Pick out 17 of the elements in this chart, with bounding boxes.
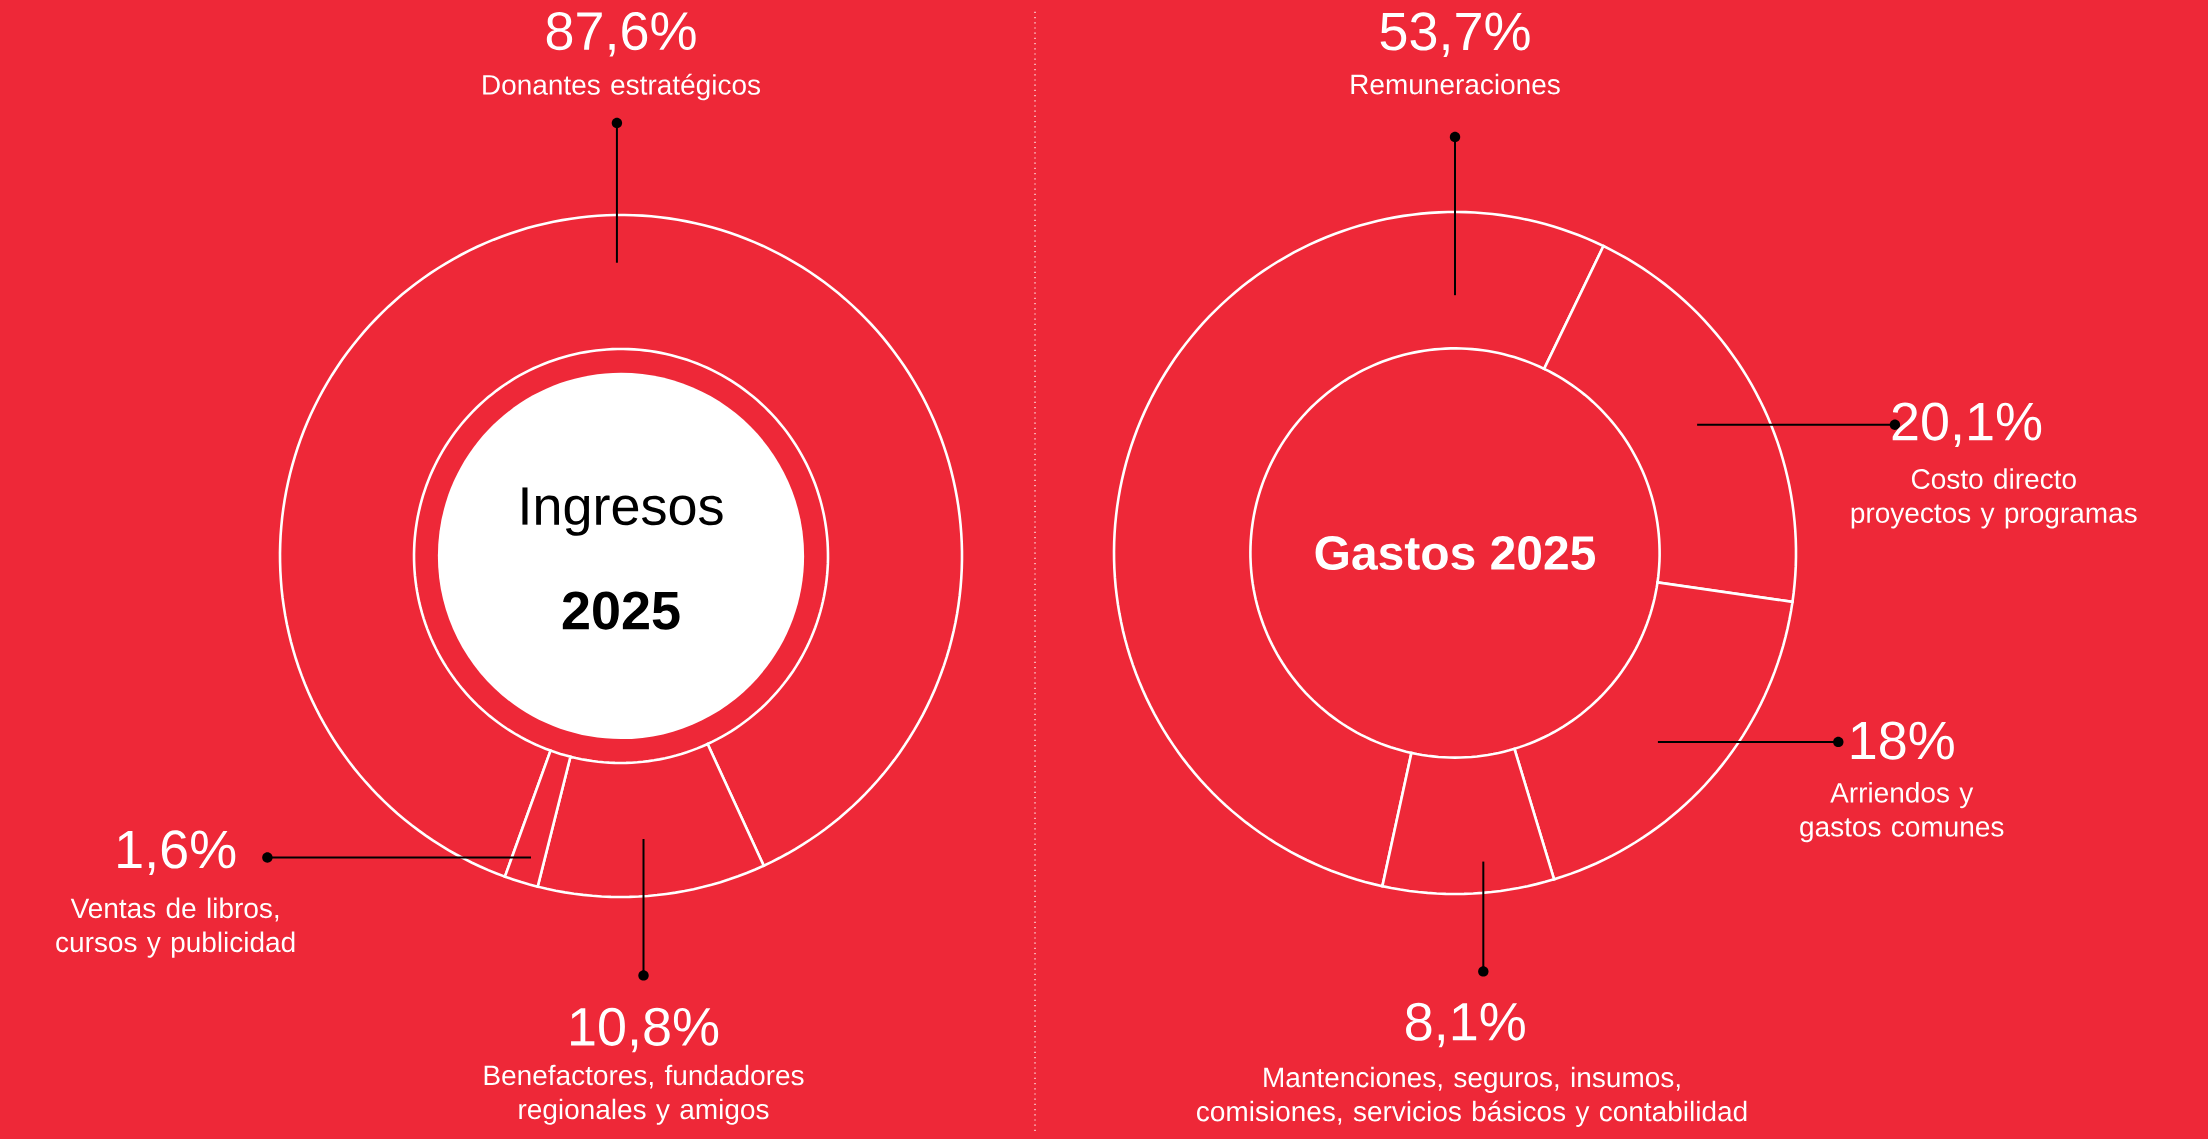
slice-label: Donantes estratégicos — [483, 73, 761, 101]
text: 2025 — [562, 591, 680, 630]
data-label: 87,6% — [546, 11, 696, 57]
slice-label: Mantenciones, seguros, insumos, comisiones, servicios básicos y contabilidad — [1197, 1066, 1747, 1127]
text: Gastos 2025 — [1315, 536, 1596, 570]
text: Ingresos — [522, 487, 723, 536]
slice-label: Costo directo proyectos y programas — [1851, 468, 2137, 529]
data-label: 18% — [1851, 721, 1954, 760]
slice-label: Benefactores, fundadores regionales y amigos — [484, 1064, 804, 1125]
data-label: 53,7% — [1380, 12, 1530, 57]
data-label: 1,6% — [118, 830, 236, 875]
slice-label: Arriendos y gastos comunes — [1800, 782, 2004, 843]
data-label: 8,1% — [1406, 1002, 1525, 1048]
data-label: 10,8% — [571, 1007, 719, 1053]
slice-label: Ventas de libros, cursos y publicidad — [56, 897, 295, 958]
slice-label: Remuneraciones — [1351, 73, 1560, 95]
data-label: 20,1% — [1892, 402, 2042, 448]
